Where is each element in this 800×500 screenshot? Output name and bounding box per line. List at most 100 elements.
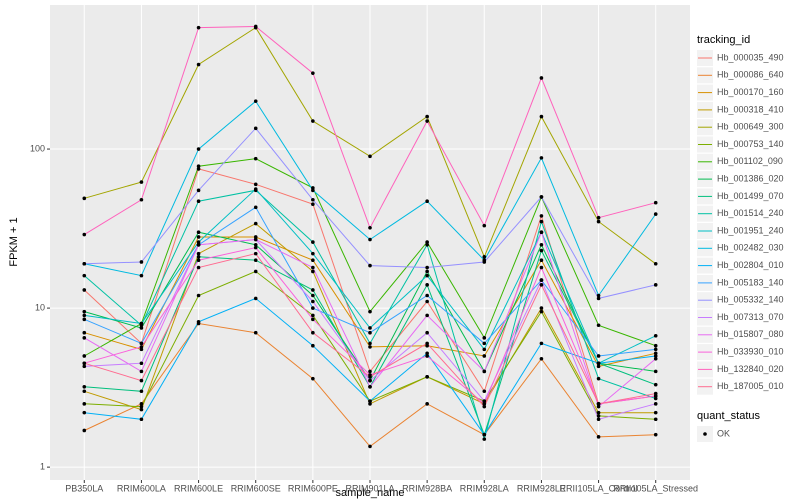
- data-point: [653, 417, 658, 422]
- data-point: [653, 347, 658, 352]
- point-legend-title: quant_status: [697, 410, 760, 422]
- data-point: [596, 219, 601, 224]
- data-point: [596, 323, 601, 328]
- data-point: [425, 299, 429, 304]
- data-point: [368, 345, 372, 349]
- data-point: [82, 288, 87, 292]
- data-point: [539, 341, 544, 346]
- data-point: [139, 402, 144, 406]
- data-point: [425, 330, 429, 335]
- legend-label: Hb_001514_240: [717, 208, 784, 218]
- y-axis-title: FPKM + 1: [8, 217, 20, 266]
- data-point: [653, 396, 658, 401]
- data-point: [311, 119, 315, 123]
- legend-label: Hb_000318_410: [717, 104, 784, 114]
- data-point: [196, 319, 201, 324]
- x-tick-label: RRIM901LA: [345, 483, 394, 493]
- data-point: [539, 306, 544, 310]
- data-point: [368, 384, 372, 389]
- data-point: [253, 330, 258, 335]
- data-point: [482, 437, 487, 441]
- data-point: [253, 245, 258, 250]
- y-tick-label: 10: [35, 302, 45, 312]
- data-point: [311, 376, 315, 381]
- data-point: [253, 156, 258, 161]
- data-point: [653, 351, 658, 356]
- data-point: [139, 347, 144, 352]
- data-point: [82, 336, 87, 340]
- data-point: [311, 313, 315, 318]
- data-point: [425, 374, 429, 379]
- data-point: [311, 306, 315, 310]
- data-point: [139, 180, 144, 184]
- data-point: [482, 260, 487, 264]
- data-point: [82, 389, 87, 394]
- data-point: [139, 341, 144, 346]
- data-point: [482, 341, 487, 346]
- data-point: [82, 273, 87, 278]
- data-point: [596, 417, 601, 422]
- data-point: [139, 404, 144, 409]
- data-point: [82, 428, 87, 433]
- data-point: [653, 283, 658, 287]
- legend-label: Hb_187005_010: [717, 381, 784, 391]
- legend-label: Hb_000649_300: [717, 122, 784, 132]
- data-point: [425, 243, 429, 247]
- data-point: [539, 230, 544, 235]
- data-point: [425, 114, 429, 119]
- data-point: [368, 225, 372, 230]
- data-point: [139, 197, 144, 202]
- data-point: [196, 265, 201, 270]
- x-tick-label: RRIM600LA: [117, 483, 166, 493]
- data-point: [368, 402, 372, 406]
- data-point: [425, 240, 429, 244]
- data-point: [482, 399, 487, 403]
- data-point: [425, 354, 429, 358]
- x-tick-label: PB350LA: [65, 483, 103, 493]
- data-point: [139, 273, 144, 278]
- data-point: [425, 269, 429, 274]
- data-point: [596, 354, 601, 358]
- legend-label: Hb_001386_020: [717, 173, 784, 183]
- data-point: [139, 369, 144, 374]
- data-point: [253, 182, 258, 187]
- data-point: [539, 114, 544, 119]
- y-tick-label: 1: [40, 462, 45, 472]
- data-point: [82, 313, 87, 318]
- data-point: [311, 71, 315, 75]
- data-point: [482, 255, 487, 259]
- data-point: [82, 330, 87, 335]
- data-point: [425, 351, 429, 356]
- data-point: [539, 356, 544, 361]
- data-point: [482, 432, 487, 437]
- data-point: [253, 296, 258, 301]
- data-point: [82, 410, 87, 415]
- data-point: [253, 269, 258, 274]
- data-point: [596, 293, 601, 298]
- data-point: [196, 188, 201, 193]
- legend-label: Hb_005183_140: [717, 277, 784, 287]
- data-point: [82, 384, 87, 389]
- data-point: [196, 293, 201, 298]
- data-point: [311, 265, 315, 270]
- data-point: [196, 251, 201, 256]
- data-point: [82, 361, 87, 366]
- data-point: [139, 326, 144, 330]
- legend-label: Hb_001102_090: [717, 156, 783, 166]
- data-point: [311, 188, 315, 193]
- data-point: [311, 330, 315, 335]
- data-point: [425, 402, 429, 406]
- data-point: [425, 313, 429, 318]
- data-point: [425, 293, 429, 298]
- data-point: [596, 410, 601, 415]
- data-point: [82, 402, 87, 406]
- x-tick-label: RRIM600LE: [174, 483, 223, 493]
- data-point: [653, 410, 658, 415]
- data-point: [368, 330, 372, 335]
- data-point: [539, 219, 544, 224]
- x-tick-label: RRIM600SE: [231, 483, 281, 493]
- data-point: [253, 126, 258, 131]
- data-point: [139, 417, 144, 422]
- data-point: [139, 260, 144, 264]
